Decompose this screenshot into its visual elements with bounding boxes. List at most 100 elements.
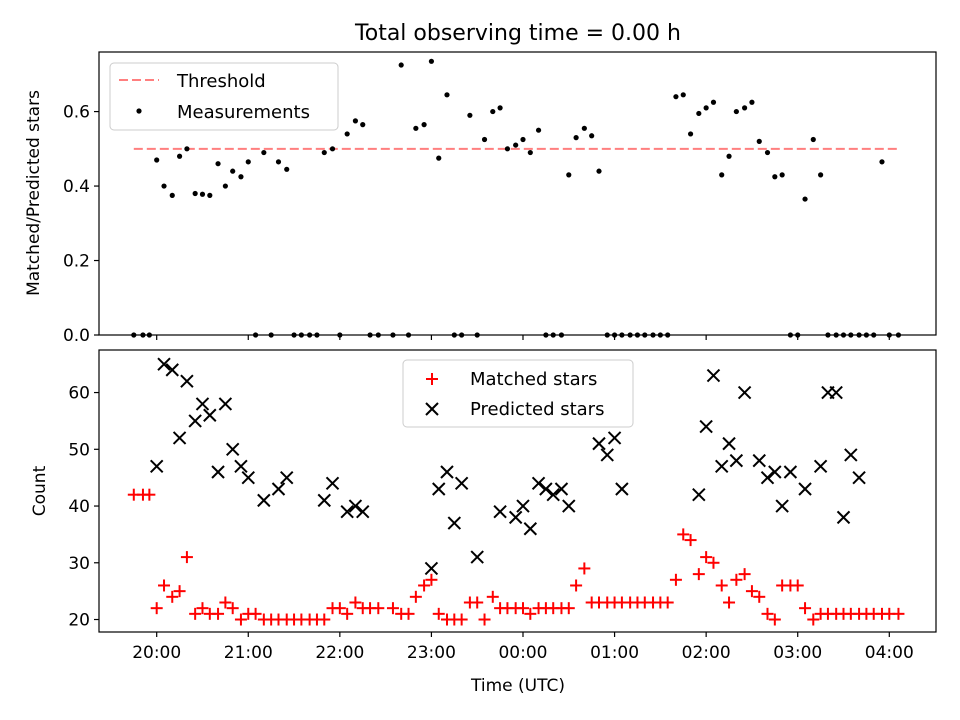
- predicted-star-point: [829, 385, 843, 400]
- measurement-point: [329, 146, 336, 152]
- matched-star-point: [669, 573, 682, 586]
- measurement-point: [696, 110, 702, 117]
- predicted-star-point: [539, 482, 553, 496]
- measurement-point: [298, 332, 304, 338]
- measurement-point: [490, 108, 496, 115]
- predicted-star-point: [813, 459, 828, 474]
- matched-star-point: [166, 590, 179, 603]
- matched-star-point: [578, 562, 591, 575]
- bottom-x-tick-label: 22:00: [315, 643, 364, 663]
- measurement-point: [756, 138, 762, 144]
- measurement-point: [360, 122, 366, 128]
- measurement-point: [367, 332, 373, 338]
- measurement-point: [856, 332, 862, 338]
- predicted-star-point: [562, 499, 576, 513]
- measurement-point: [520, 136, 526, 143]
- predicted-star-point: [600, 448, 614, 462]
- matched-star-point: [700, 551, 713, 564]
- measurement-point: [184, 146, 190, 152]
- measurement-point: [665, 332, 671, 338]
- bottom-legend-box: [402, 359, 634, 428]
- predicted-star-point: [241, 470, 255, 485]
- measurement-point: [634, 332, 641, 338]
- predicted-star-point: [211, 465, 225, 479]
- measurement-point: [650, 332, 656, 338]
- measurement-point: [573, 135, 579, 141]
- bottom-y-axis-label: Count: [30, 465, 50, 516]
- predicted-star-point: [706, 368, 721, 383]
- bottom-y-tick-label: 40: [68, 497, 90, 517]
- measurement-point: [871, 332, 877, 338]
- bottom-x-tick-label: 01:00: [590, 643, 639, 663]
- measurement-point: [230, 168, 236, 174]
- predicted-star-point: [165, 363, 179, 377]
- measurement-point: [207, 192, 213, 198]
- bottom-x-tick-label: 20:00: [132, 643, 181, 663]
- matched-star-point: [226, 602, 239, 615]
- measurement-point: [726, 153, 732, 159]
- predicted-star-point: [752, 453, 766, 468]
- measurement-point: [558, 332, 565, 338]
- predicted-stars-legend-swatch: [425, 402, 439, 416]
- measurement-point: [390, 332, 396, 338]
- predicted-star-point: [722, 436, 736, 451]
- predicted-star-point: [180, 374, 194, 388]
- measurement-point: [459, 332, 465, 338]
- top-panel: Total observing time = 0.00 h 0.00.20.40…: [24, 21, 937, 346]
- predicted-star-point: [615, 482, 629, 496]
- predicted-star-point: [348, 499, 363, 513]
- bottom-plot-frame: [98, 349, 937, 633]
- predicted-star-point: [531, 476, 546, 491]
- measurement-point: [779, 172, 785, 178]
- matched-stars-points: [127, 488, 905, 626]
- measurement-point: [848, 332, 854, 338]
- top-y-tick-label: 0.2: [63, 252, 90, 272]
- measurement-point: [657, 332, 663, 338]
- measurement-point: [405, 332, 412, 338]
- matched-star-point: [478, 613, 491, 626]
- measurement-point: [337, 332, 343, 338]
- matched-star-point: [372, 602, 385, 615]
- top-chart-title: Total observing time = 0.00 h: [354, 21, 681, 46]
- bottom-x-tick-label: 23:00: [407, 643, 456, 663]
- predicted-star-point: [775, 499, 789, 513]
- top-legend-box: [109, 62, 339, 131]
- matched-star-point: [455, 613, 468, 626]
- matched-star-point: [425, 573, 438, 586]
- measurement-point: [252, 332, 259, 338]
- measurement-point: [245, 159, 251, 165]
- predicted-star-point: [195, 397, 210, 411]
- predicted-star-point: [424, 561, 439, 576]
- measurement-point: [261, 149, 267, 156]
- measurement-point: [413, 125, 419, 131]
- predicted-star-point: [692, 487, 706, 502]
- threshold-legend-label: Threshold: [176, 71, 266, 92]
- measurement-point: [375, 332, 381, 338]
- matched-star-point: [486, 590, 499, 603]
- predicted-star-point: [149, 459, 164, 474]
- measurement-points: [131, 58, 902, 338]
- matched-star-point: [715, 579, 728, 592]
- measurement-point: [321, 149, 327, 156]
- bottom-x-axis: 20:00 21:00 22:00 23:00 00:00 01:00 02:00 03:00…: [132, 632, 914, 663]
- matched-star-point: [318, 613, 331, 626]
- matched-star-point: [234, 613, 247, 626]
- matched-star-point: [180, 551, 193, 564]
- measurement-point: [474, 332, 480, 338]
- matched-star-point: [707, 556, 720, 569]
- bottom-y-tick-label: 20: [68, 611, 90, 631]
- measurement-point: [764, 149, 771, 156]
- bottom-legend: Matched stars Predicted stars: [402, 359, 634, 428]
- predicted-star-point: [454, 476, 469, 491]
- measurement-point: [215, 161, 221, 167]
- measurement-point: [687, 131, 694, 137]
- matched-star-point: [745, 585, 758, 598]
- predicted-star-point: [157, 357, 171, 371]
- top-y-tick-label: 0.4: [63, 177, 90, 197]
- measurement-point: [176, 153, 183, 159]
- predicted-star-point: [493, 505, 507, 519]
- measurement-point: [154, 157, 160, 163]
- measurement-point: [268, 332, 274, 338]
- measurement-point: [596, 168, 602, 174]
- bottom-y-tick-label: 50: [68, 440, 90, 460]
